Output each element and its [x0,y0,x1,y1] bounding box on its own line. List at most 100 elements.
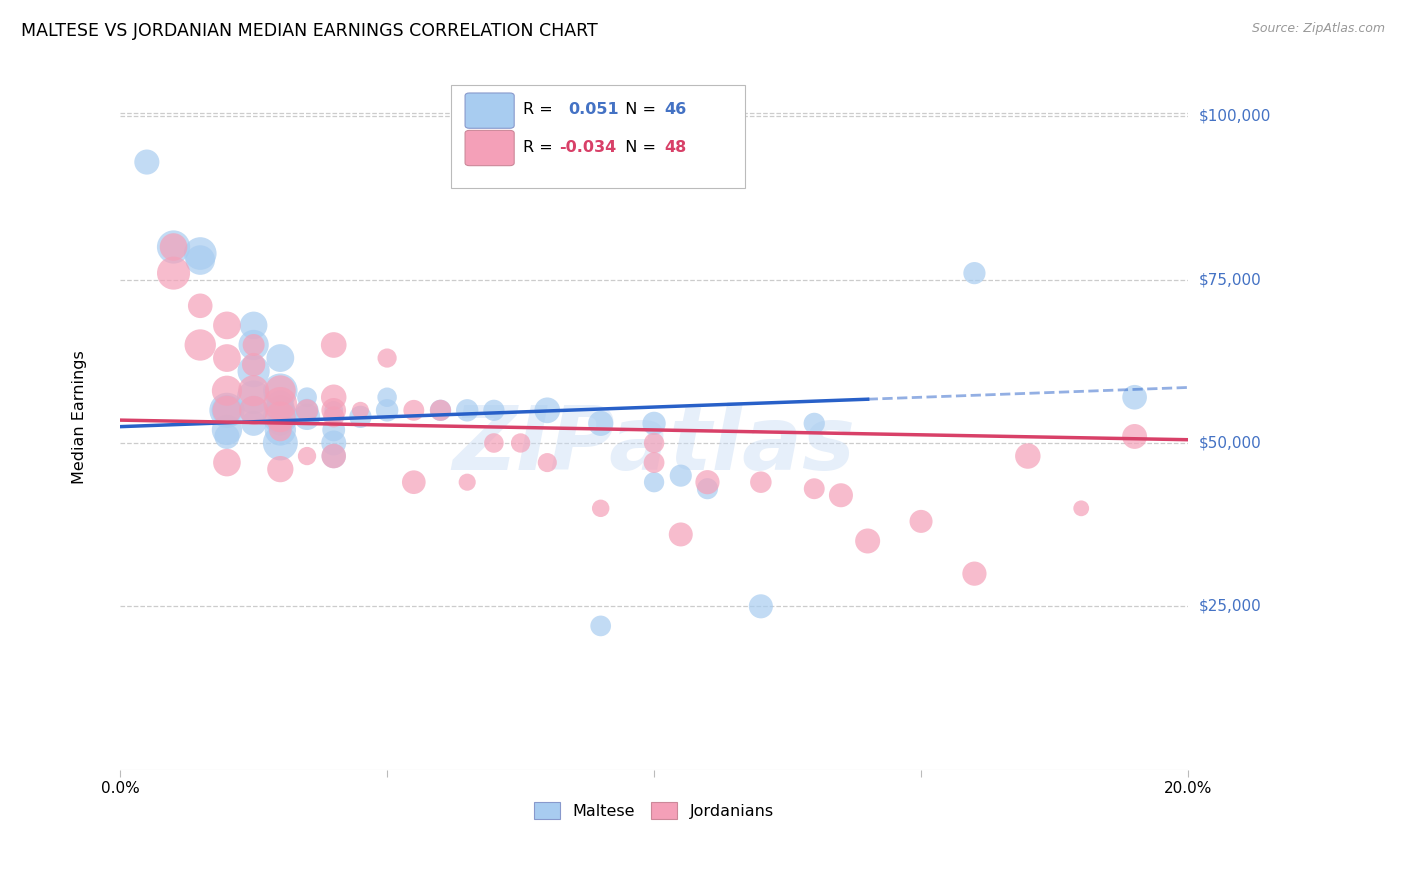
Point [215,403,238,417]
Text: Median Earnings: Median Earnings [72,350,87,483]
Point [215,318,238,333]
Point [1123,429,1146,443]
Point [242,403,264,417]
Text: $75,000: $75,000 [1199,272,1261,287]
Point [269,409,291,424]
Point [215,456,238,470]
Point [669,527,692,541]
Point [269,409,291,424]
Point [242,338,264,352]
FancyBboxPatch shape [451,86,745,187]
Legend: Maltese, Jordanians: Maltese, Jordanians [529,796,780,825]
Text: R =: R = [523,140,558,155]
Point [536,403,558,417]
Point [349,409,371,424]
Point [963,566,986,581]
Point [643,436,665,450]
Point [188,253,211,268]
Point [402,475,425,490]
Point [643,456,665,470]
Point [242,417,264,431]
Point [322,436,344,450]
Point [803,482,825,496]
Point [242,358,264,372]
Point [215,351,238,365]
Point [162,266,184,280]
Point [215,384,238,398]
Point [910,515,932,529]
Point [215,403,238,417]
Point [856,533,879,548]
Point [162,240,184,254]
Point [643,417,665,431]
Point [322,390,344,404]
Text: MALTESE VS JORDANIAN MEDIAN EARNINGS CORRELATION CHART: MALTESE VS JORDANIAN MEDIAN EARNINGS COR… [21,22,598,40]
Point [375,403,398,417]
Point [963,266,986,280]
Point [429,403,451,417]
Point [589,619,612,633]
Text: R =: R = [523,103,562,118]
Text: 0.051: 0.051 [568,103,619,118]
Point [162,240,184,254]
FancyBboxPatch shape [465,93,515,128]
Text: $50,000: $50,000 [1199,435,1261,450]
Point [188,299,211,313]
Point [643,475,665,490]
Point [295,449,318,463]
Point [135,155,157,169]
Point [509,436,531,450]
Point [482,436,505,450]
Point [696,482,718,496]
Point [456,475,478,490]
Point [242,390,264,404]
Point [269,436,291,450]
Point [749,599,772,614]
Point [402,403,425,417]
Point [375,390,398,404]
Point [269,403,291,417]
Point [803,417,825,431]
Point [242,338,264,352]
Point [269,423,291,437]
Point [322,403,344,417]
Text: 46: 46 [665,103,688,118]
Point [269,417,291,431]
Point [269,397,291,411]
FancyBboxPatch shape [465,130,515,166]
Point [295,403,318,417]
Point [295,390,318,404]
Point [322,403,344,417]
Point [696,475,718,490]
Point [269,462,291,476]
Point [269,384,291,398]
Text: $100,000: $100,000 [1199,109,1271,124]
Text: ZIPatlas: ZIPatlas [453,401,856,489]
Point [589,417,612,431]
Point [429,403,451,417]
Point [349,403,371,417]
Point [269,423,291,437]
Point [322,423,344,437]
Point [242,384,264,398]
Point [215,423,238,437]
Point [1123,390,1146,404]
Point [215,403,238,417]
Point [375,351,398,365]
Text: N =: N = [614,140,661,155]
Point [269,397,291,411]
Point [669,468,692,483]
Point [242,364,264,378]
Point [322,338,344,352]
Point [215,429,238,443]
Point [242,318,264,333]
Point [188,338,211,352]
Point [1017,449,1039,463]
Text: -0.034: -0.034 [560,140,616,155]
Point [589,501,612,516]
Text: $25,000: $25,000 [1199,599,1261,614]
Text: 48: 48 [665,140,688,155]
Point [269,384,291,398]
Point [749,475,772,490]
Point [482,403,505,417]
